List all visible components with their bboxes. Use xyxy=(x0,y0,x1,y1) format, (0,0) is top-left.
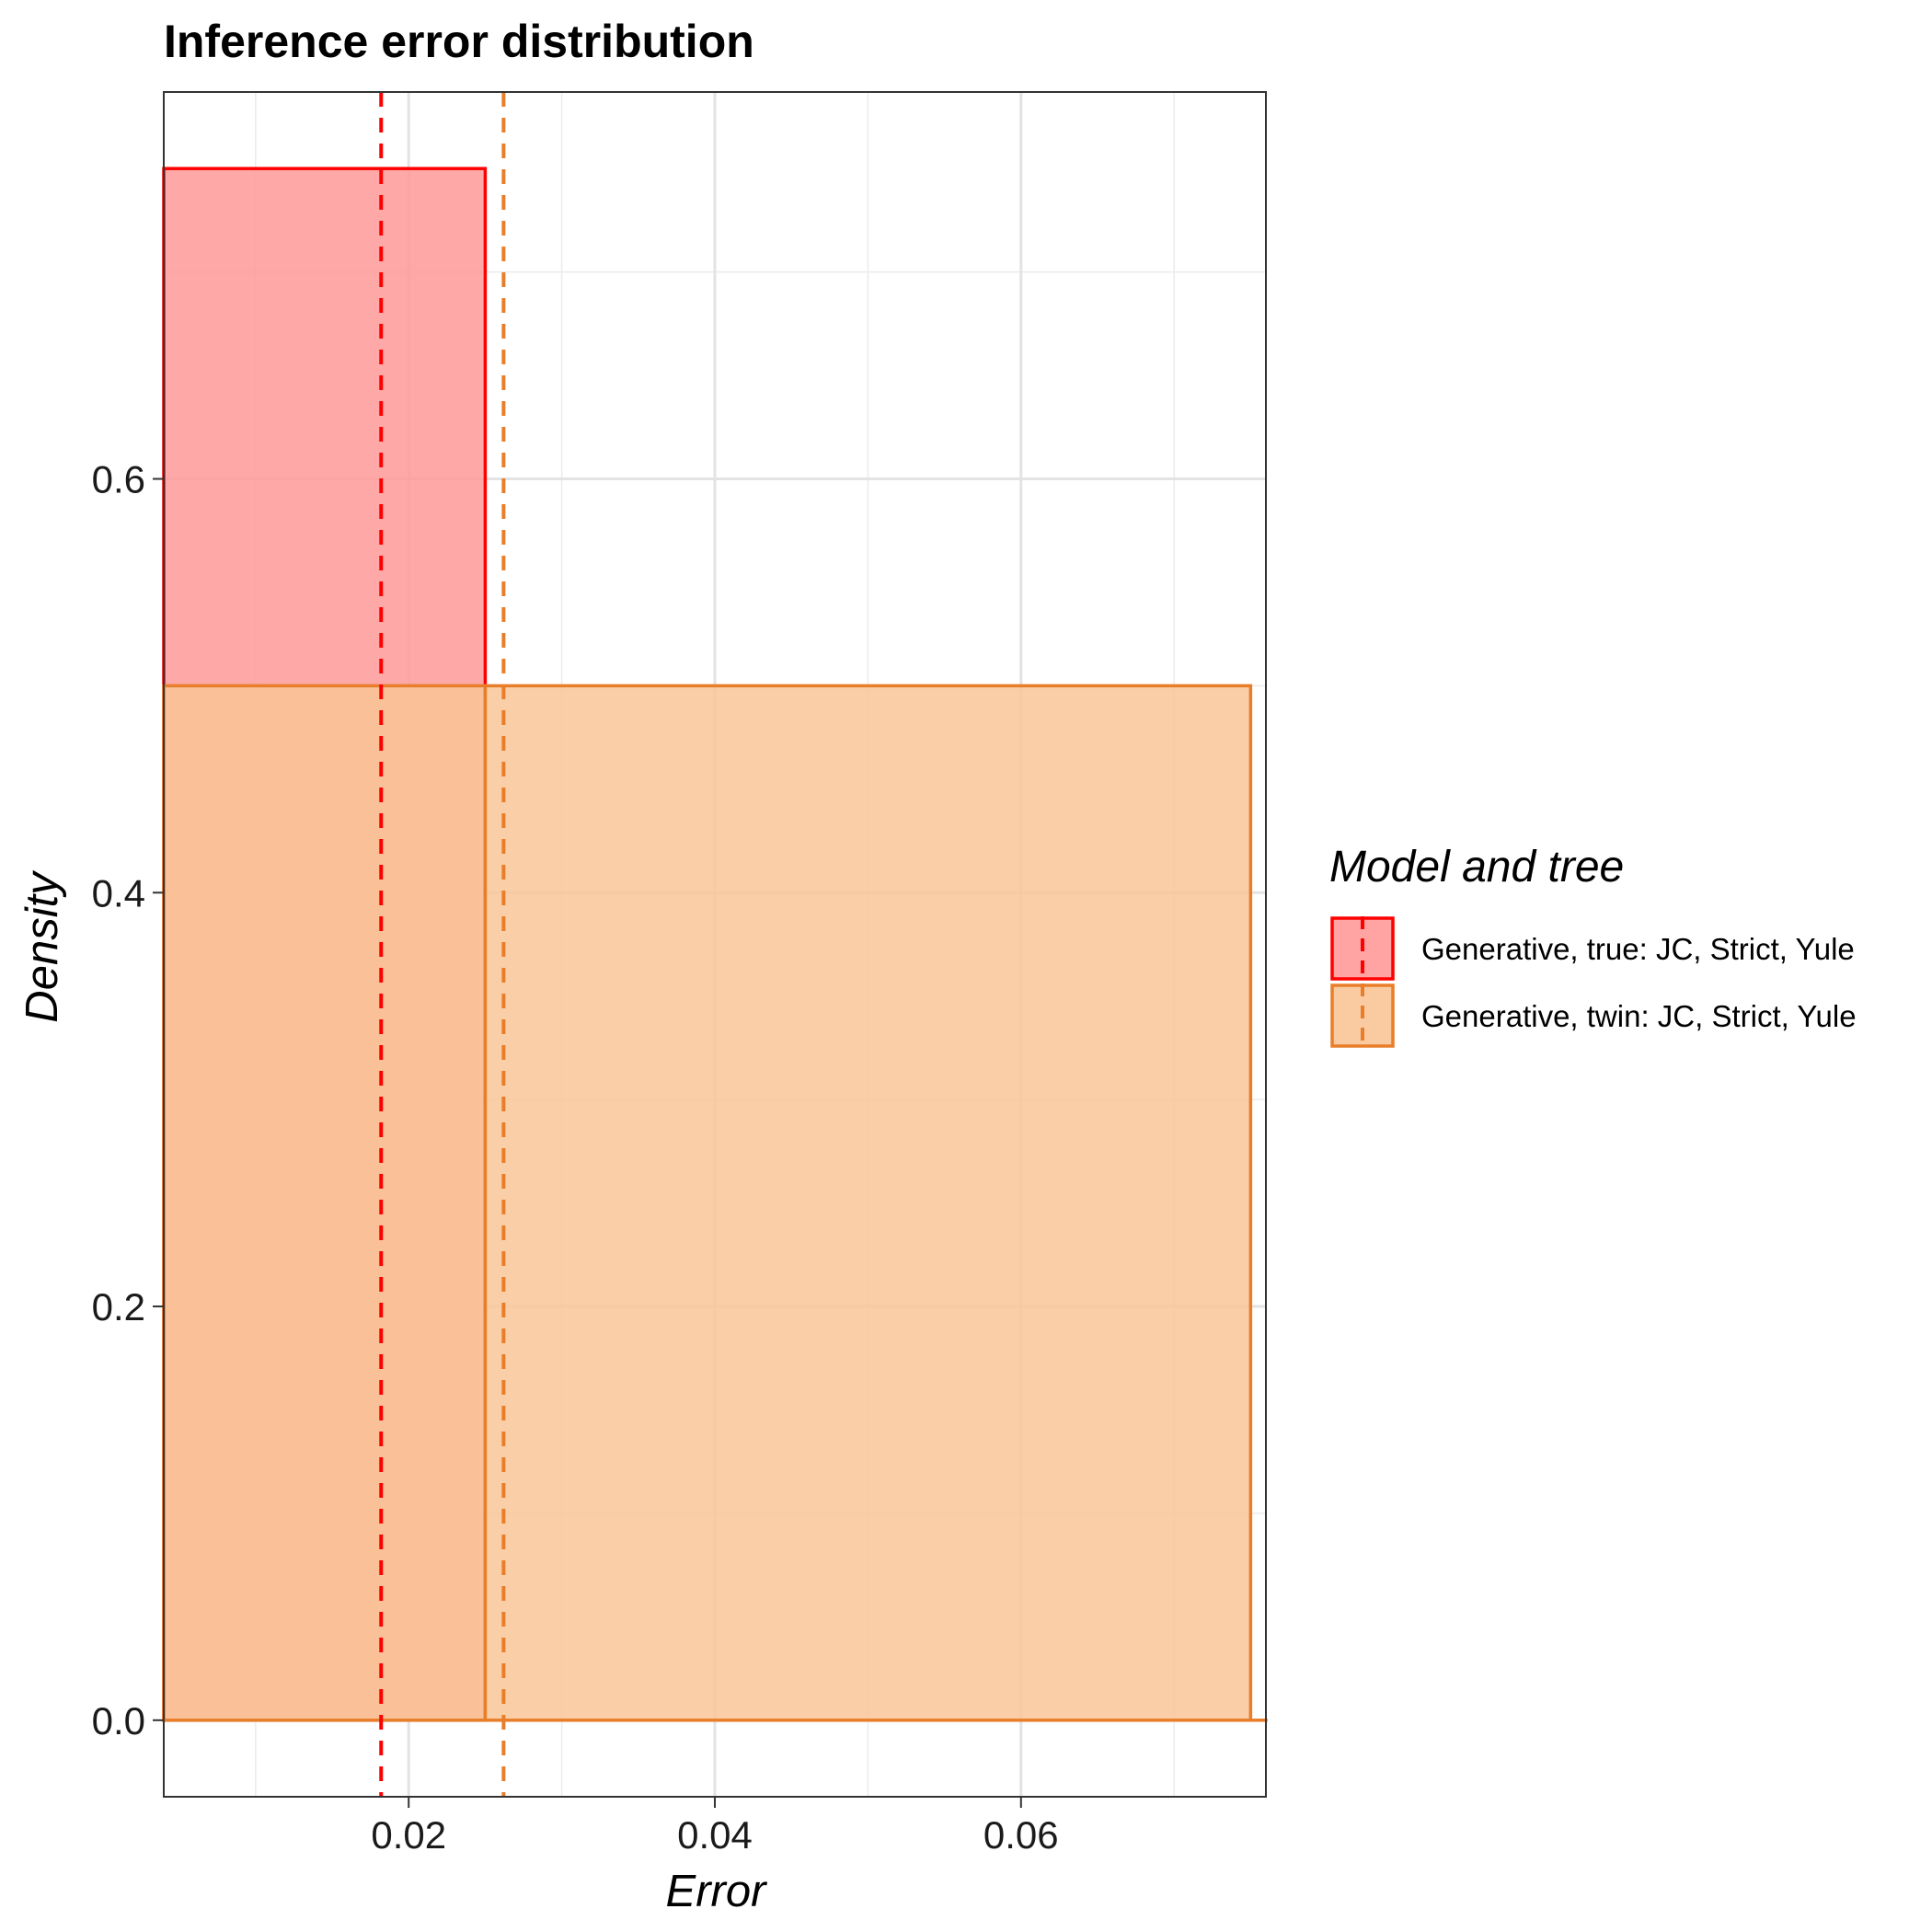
y-tick-label: 0.4 xyxy=(92,871,145,914)
histogram-bar-series-2-bin-1 xyxy=(162,684,488,1722)
legend-label-2: Generative, twin: JC, Strict, Yule xyxy=(1421,999,1857,1033)
legend: Model and tree Generative, true: JC, Str… xyxy=(1329,843,1857,1048)
x-axis-title: Error xyxy=(666,1867,768,1916)
axes: 0.02 0.04 0.06 0.0 0.2 0.4 0.6 xyxy=(92,458,1059,1857)
histogram-bars xyxy=(162,167,1268,1722)
y-tick-label: 0.2 xyxy=(92,1285,145,1328)
y-axis-title: Density xyxy=(17,870,67,1023)
y-tick-label: 0.6 xyxy=(92,458,145,501)
chart-title: Inference error distribution xyxy=(164,16,754,67)
mean-lines xyxy=(379,92,506,1797)
histogram-bar-series-2-bin-2 xyxy=(483,684,1253,1722)
x-tick-label: 0.06 xyxy=(983,1813,1059,1857)
x-tick-label: 0.04 xyxy=(677,1813,753,1857)
legend-title: Model and tree xyxy=(1329,843,1624,891)
legend-label-1: Generative, true: JC, Strict, Yule xyxy=(1421,932,1855,966)
y-tick-label: 0.0 xyxy=(92,1699,145,1742)
x-tick-label: 0.02 xyxy=(371,1813,446,1857)
